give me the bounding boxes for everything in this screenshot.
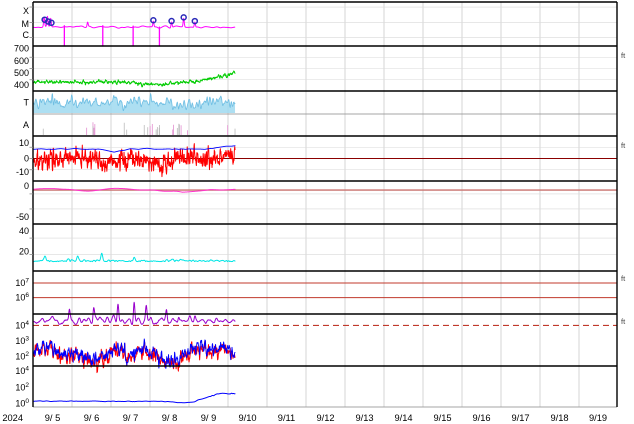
svg-text:9/18: 9/18 — [550, 413, 568, 423]
svg-text:C: C — [23, 30, 30, 40]
svg-text:T: T — [24, 98, 30, 108]
svg-text:10: 10 — [19, 138, 29, 148]
svg-text:9/ 5: 9/ 5 — [45, 413, 61, 423]
svg-text:20: 20 — [19, 247, 29, 257]
svg-text:9/17: 9/17 — [511, 413, 529, 423]
svg-text:X: X — [23, 6, 29, 16]
svg-text:9/ 6: 9/ 6 — [84, 413, 100, 423]
svg-text:9/ 9: 9/ 9 — [201, 413, 217, 423]
svg-text:9/ 7: 9/ 7 — [123, 413, 139, 423]
svg-text:0: 0 — [24, 181, 29, 191]
svg-text:0: 0 — [24, 154, 29, 164]
svg-text:9/15: 9/15 — [433, 413, 451, 423]
svg-text:9/14: 9/14 — [394, 413, 412, 423]
svg-text:40: 40 — [19, 226, 29, 236]
svg-text:-10: -10 — [16, 167, 29, 177]
svg-text:9/16: 9/16 — [472, 413, 490, 423]
svg-text:2024: 2024 — [2, 413, 23, 423]
svg-text:9/13: 9/13 — [355, 413, 373, 423]
svg-text:9/10: 9/10 — [238, 413, 256, 423]
svg-text:9/19: 9/19 — [589, 413, 607, 423]
svg-text:9/11: 9/11 — [278, 413, 295, 423]
svg-text:700: 700 — [14, 44, 29, 54]
svg-text:9/ 8: 9/ 8 — [162, 413, 178, 423]
svg-text:9/12: 9/12 — [316, 413, 334, 423]
svg-text:500: 500 — [14, 68, 29, 78]
svg-text:M: M — [22, 19, 30, 29]
svg-text:-50: -50 — [16, 212, 29, 222]
svg-text:A: A — [23, 120, 29, 130]
svg-text:600: 600 — [14, 56, 29, 66]
svg-text:400: 400 — [14, 80, 29, 90]
